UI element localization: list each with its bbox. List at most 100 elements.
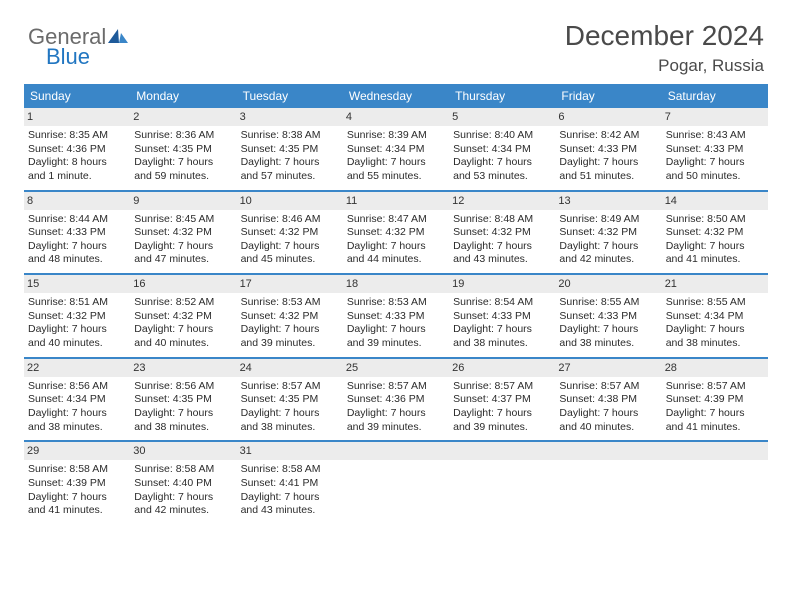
- day-number: 8: [24, 192, 130, 210]
- day-cell: 24Sunrise: 8:57 AMSunset: 4:35 PMDayligh…: [237, 359, 343, 441]
- day-cell: 4 Sunrise: 8:39 AMSunset: 4:34 PMDaylight…: [343, 108, 449, 190]
- day-number: 15: [24, 275, 130, 293]
- day-number: 7: [662, 108, 768, 126]
- sunrise-text: Sunrise: 8:57 AM: [559, 380, 657, 394]
- daylight-text: Daylight: 7 hours and 38 minutes.: [453, 323, 551, 350]
- daylight-text: Daylight: 7 hours and 40 minutes.: [134, 323, 232, 350]
- day-cell: 1Sunrise: 8:35 AMSunset: 4:36 PMDaylight…: [24, 108, 130, 190]
- sunset-text: Sunset: 4:32 PM: [666, 226, 764, 240]
- sunset-text: Sunset: 4:35 PM: [241, 393, 339, 407]
- dayhead-fri: Friday: [555, 84, 661, 108]
- sunrise-text: Sunrise: 8:39 AM: [347, 129, 445, 143]
- day-cell: 22Sunrise: 8:56 AMSunset: 4:34 PMDayligh…: [24, 359, 130, 441]
- day-number: [662, 442, 768, 460]
- daylight-text: Daylight: 7 hours and 43 minutes.: [453, 240, 551, 267]
- daylight-text: Daylight: 7 hours and 38 minutes.: [241, 407, 339, 434]
- daylight-text: Daylight: 7 hours and 39 minutes.: [347, 407, 445, 434]
- sunset-text: Sunset: 4:36 PM: [347, 393, 445, 407]
- day-number: 10: [237, 192, 343, 210]
- day-cell: 16Sunrise: 8:52 AMSunset: 4:32 PMDayligh…: [130, 275, 236, 357]
- sunrise-text: Sunrise: 8:57 AM: [453, 380, 551, 394]
- sunset-text: Sunset: 4:35 PM: [241, 143, 339, 157]
- sunrise-text: Sunrise: 8:56 AM: [28, 380, 126, 394]
- page-title: December 2024: [565, 20, 764, 52]
- sunrise-text: Sunrise: 8:58 AM: [134, 463, 232, 477]
- daylight-text: Daylight: 7 hours and 53 minutes.: [453, 156, 551, 183]
- sunrise-text: Sunrise: 8:58 AM: [241, 463, 339, 477]
- day-cell: [662, 442, 768, 524]
- day-number: 20: [555, 275, 661, 293]
- sunrise-text: Sunrise: 8:57 AM: [666, 380, 764, 394]
- day-header-row: Sunday Monday Tuesday Wednesday Thursday…: [24, 84, 768, 108]
- day-number: [449, 442, 555, 460]
- day-cell: 12 Sunrise: 8:48 AMSunset: 4:32 PMDayligh…: [449, 192, 555, 274]
- sunrise-text: Sunrise: 8:40 AM: [453, 129, 551, 143]
- day-number: 3: [237, 108, 343, 126]
- daylight-text: Daylight: 7 hours and 38 minutes.: [666, 323, 764, 350]
- daylight-text: Daylight: 7 hours and 43 minutes.: [241, 491, 339, 518]
- day-cell: 29Sunrise: 8:58 AMSunset: 4:39 PMDayligh…: [24, 442, 130, 524]
- day-cell: 27Sunrise: 8:57 AMSunset: 4:38 PMDayligh…: [555, 359, 661, 441]
- day-number: 27: [555, 359, 661, 377]
- day-cell: 21Sunrise: 8:55 AMSunset: 4:34 PMDayligh…: [662, 275, 768, 357]
- calendar: Sunday Monday Tuesday Wednesday Thursday…: [24, 84, 768, 524]
- sunset-text: Sunset: 4:33 PM: [453, 310, 551, 324]
- day-number: 18: [343, 275, 449, 293]
- sunset-text: Sunset: 4:37 PM: [453, 393, 551, 407]
- day-cell: 19Sunrise: 8:54 AMSunset: 4:33 PMDayligh…: [449, 275, 555, 357]
- day-number: 23: [130, 359, 236, 377]
- sunrise-text: Sunrise: 8:51 AM: [28, 296, 126, 310]
- day-number: 17: [237, 275, 343, 293]
- sunrise-text: Sunrise: 8:44 AM: [28, 213, 126, 227]
- day-cell: 18Sunrise: 8:53 AMSunset: 4:33 PMDayligh…: [343, 275, 449, 357]
- sunset-text: Sunset: 4:36 PM: [28, 143, 126, 157]
- daylight-text: Daylight: 7 hours and 48 minutes.: [28, 240, 126, 267]
- sunrise-text: Sunrise: 8:55 AM: [666, 296, 764, 310]
- sunset-text: Sunset: 4:34 PM: [666, 310, 764, 324]
- day-number: [343, 442, 449, 460]
- sunrise-text: Sunrise: 8:38 AM: [241, 129, 339, 143]
- sunset-text: Sunset: 4:40 PM: [134, 477, 232, 491]
- day-cell: 2Sunrise: 8:36 AMSunset: 4:35 PMDaylight…: [130, 108, 236, 190]
- day-number: 25: [343, 359, 449, 377]
- week-row: 1Sunrise: 8:35 AMSunset: 4:36 PMDaylight…: [24, 108, 768, 192]
- sunset-text: Sunset: 4:34 PM: [347, 143, 445, 157]
- daylight-text: Daylight: 8 hours and 1 minute.: [28, 156, 126, 183]
- dayhead-tue: Tuesday: [237, 84, 343, 108]
- day-cell: 10Sunrise: 8:46 AMSunset: 4:32 PMDayligh…: [237, 192, 343, 274]
- dayhead-wed: Wednesday: [343, 84, 449, 108]
- sunset-text: Sunset: 4:32 PM: [559, 226, 657, 240]
- sunrise-text: Sunrise: 8:48 AM: [453, 213, 551, 227]
- day-cell: 15Sunrise: 8:51 AMSunset: 4:32 PMDayligh…: [24, 275, 130, 357]
- logo-blue-text: Blue: [46, 44, 90, 70]
- sunset-text: Sunset: 4:34 PM: [28, 393, 126, 407]
- sunset-text: Sunset: 4:34 PM: [453, 143, 551, 157]
- sunset-text: Sunset: 4:41 PM: [241, 477, 339, 491]
- sunrise-text: Sunrise: 8:53 AM: [241, 296, 339, 310]
- daylight-text: Daylight: 7 hours and 41 minutes.: [666, 240, 764, 267]
- day-number: 4: [343, 108, 449, 126]
- sunrise-text: Sunrise: 8:47 AM: [347, 213, 445, 227]
- daylight-text: Daylight: 7 hours and 42 minutes.: [134, 491, 232, 518]
- logo-triangle-icon: [108, 27, 130, 45]
- daylight-text: Daylight: 7 hours and 39 minutes.: [347, 323, 445, 350]
- day-cell: 11Sunrise: 8:47 AMSunset: 4:32 PMDayligh…: [343, 192, 449, 274]
- day-number: 30: [130, 442, 236, 460]
- week-row: 29Sunrise: 8:58 AMSunset: 4:39 PMDayligh…: [24, 442, 768, 524]
- day-number: 12: [449, 192, 555, 210]
- sunrise-text: Sunrise: 8:57 AM: [241, 380, 339, 394]
- day-number: 13: [555, 192, 661, 210]
- daylight-text: Daylight: 7 hours and 55 minutes.: [347, 156, 445, 183]
- week-row: 8Sunrise: 8:44 AMSunset: 4:33 PMDaylight…: [24, 192, 768, 276]
- dayhead-mon: Monday: [130, 84, 236, 108]
- day-number: 1: [24, 108, 130, 126]
- day-number: 31: [237, 442, 343, 460]
- day-cell: 25Sunrise: 8:57 AMSunset: 4:36 PMDayligh…: [343, 359, 449, 441]
- week-row: 15 Sunrise: 8:51 AMSunset: 4:32 PM Dayligh…: [24, 275, 768, 359]
- day-number: 6: [555, 108, 661, 126]
- sunrise-text: Sunrise: 8:54 AM: [453, 296, 551, 310]
- sunset-text: Sunset: 4:32 PM: [28, 310, 126, 324]
- sunset-text: Sunset: 4:33 PM: [559, 310, 657, 324]
- sunset-text: Sunset: 4:32 PM: [453, 226, 551, 240]
- sunrise-text: Sunrise: 8:56 AM: [134, 380, 232, 394]
